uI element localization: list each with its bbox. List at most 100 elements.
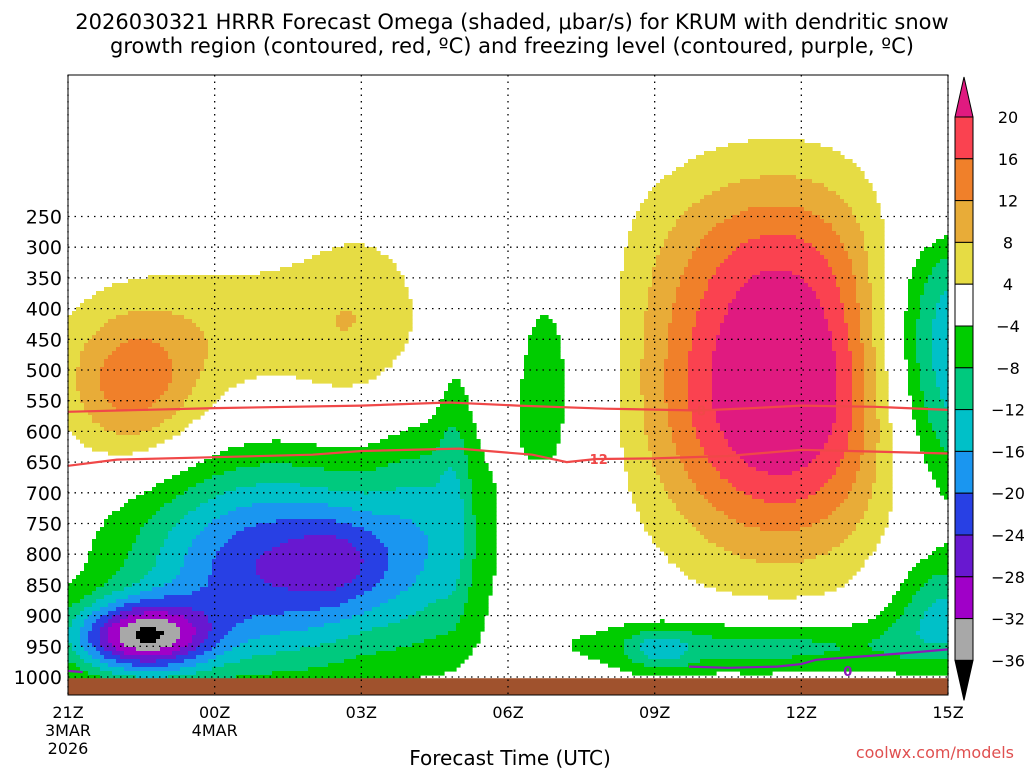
omega-cell xyxy=(916,351,933,356)
colorbar-swatch xyxy=(954,492,974,536)
omega-cell xyxy=(440,443,465,448)
omega-cell xyxy=(876,387,889,392)
omega-cell xyxy=(720,323,829,328)
omega-cell xyxy=(364,491,369,496)
omega-cell xyxy=(100,527,141,532)
omega-cell xyxy=(848,203,881,208)
omega-cell xyxy=(92,663,109,668)
omega-cell xyxy=(668,339,693,344)
omega-cell xyxy=(672,435,697,440)
omega-cell xyxy=(652,267,685,272)
omega-cell xyxy=(152,487,189,492)
omega-cell xyxy=(456,627,485,632)
omega-cell xyxy=(284,611,365,616)
omega-cell xyxy=(820,299,841,304)
omega-cell xyxy=(828,551,873,556)
omega-cell xyxy=(436,635,481,640)
omega-cell xyxy=(272,671,445,676)
omega-cell xyxy=(700,491,745,496)
omega-cell xyxy=(808,463,841,468)
omega-cell xyxy=(660,251,693,256)
omega-cell xyxy=(876,355,885,360)
omega-cell xyxy=(164,347,209,352)
omega-cell xyxy=(396,647,473,652)
omega-cell xyxy=(464,607,489,612)
omega-cell xyxy=(92,543,133,548)
omega-cell xyxy=(164,479,205,484)
omega-cell xyxy=(804,239,841,244)
omega-cell xyxy=(160,343,209,348)
omega-cell xyxy=(872,487,893,492)
omega-cell xyxy=(620,359,641,364)
omega-cell xyxy=(212,627,233,632)
omega-cell xyxy=(200,375,257,380)
omega-cell xyxy=(224,651,277,656)
omega-cell xyxy=(256,559,365,564)
omega-cell xyxy=(460,487,473,492)
omega-cell xyxy=(936,239,949,244)
omega-cell xyxy=(176,639,193,644)
omega-cell xyxy=(688,575,853,580)
omega-cell xyxy=(184,403,213,408)
omega-cell xyxy=(804,279,837,284)
omega-cell xyxy=(852,359,865,364)
omega-cell xyxy=(620,351,645,356)
omega-cell xyxy=(88,639,101,644)
omega-cell xyxy=(892,599,913,604)
omega-cell xyxy=(664,243,701,248)
omega-cell xyxy=(920,387,941,392)
colorbar-swatch xyxy=(954,200,974,243)
omega-cell xyxy=(688,387,713,392)
omega-cell xyxy=(864,431,881,436)
omega-cell xyxy=(668,327,693,332)
omega-cell xyxy=(320,251,381,256)
omega-cell xyxy=(908,283,925,288)
omega-cell xyxy=(204,363,393,368)
omega-cell xyxy=(864,415,877,420)
omega-cell xyxy=(236,487,329,492)
omega-cell xyxy=(452,591,469,596)
omega-cell xyxy=(472,499,497,504)
omega-cell xyxy=(720,427,833,432)
omega-cell xyxy=(652,283,681,288)
omega-cell xyxy=(476,527,497,532)
omega-cell xyxy=(132,543,165,548)
colorbar-swatch xyxy=(954,241,974,285)
omega-cell xyxy=(936,375,949,380)
omega-cell xyxy=(536,323,557,328)
omega-cell xyxy=(924,247,949,252)
omega-cell xyxy=(128,339,153,344)
omega-cell xyxy=(84,343,121,348)
omega-cell xyxy=(852,355,865,360)
omega-cell xyxy=(744,523,813,528)
omega-cell xyxy=(452,379,461,384)
omega-cell xyxy=(872,327,885,332)
omega-cell xyxy=(92,447,149,452)
omega-cell xyxy=(900,615,925,620)
omega-cell xyxy=(932,427,949,432)
omega-cell xyxy=(76,379,101,384)
omega-cell xyxy=(460,619,485,624)
omega-cell xyxy=(916,323,933,328)
omega-cell xyxy=(696,247,737,252)
omega-cell xyxy=(904,315,921,320)
omega-cell xyxy=(528,335,561,340)
omega-cell xyxy=(140,659,157,664)
omega-cell xyxy=(356,315,413,320)
omega-cell xyxy=(852,395,865,400)
omega-cell xyxy=(68,647,73,652)
omega-cell xyxy=(828,323,849,328)
omega-cell xyxy=(836,419,853,424)
omega-cell xyxy=(828,479,857,484)
omega-cell xyxy=(440,403,469,408)
omega-cell xyxy=(640,379,665,384)
omega-cell xyxy=(360,555,389,560)
omega-cell xyxy=(852,403,865,408)
omega-cell xyxy=(356,547,389,552)
omega-cell xyxy=(688,263,721,268)
omega-cell xyxy=(120,635,137,640)
omega-cell xyxy=(76,375,101,380)
chart-title-line1: 2026030321 HRRR Forecast Omega (shaded, … xyxy=(75,10,948,34)
omega-cell xyxy=(416,575,461,580)
omega-cell xyxy=(876,379,889,384)
